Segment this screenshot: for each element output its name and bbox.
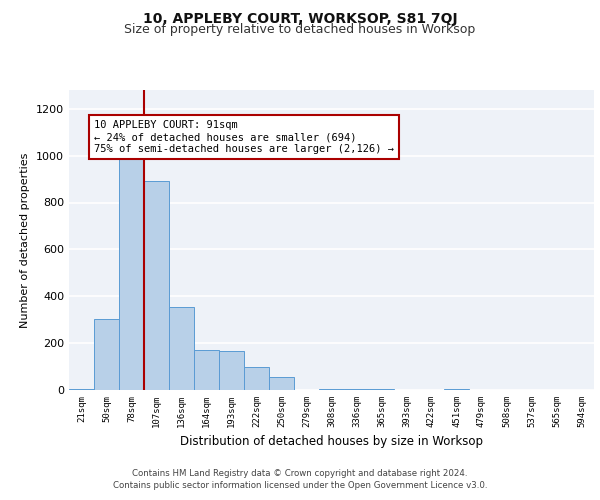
Y-axis label: Number of detached properties: Number of detached properties <box>20 152 31 328</box>
Bar <box>344 389 369 390</box>
Text: 10, APPLEBY COURT, WORKSOP, S81 7QJ: 10, APPLEBY COURT, WORKSOP, S81 7QJ <box>143 12 457 26</box>
Text: Size of property relative to detached houses in Worksop: Size of property relative to detached ho… <box>124 22 476 36</box>
Bar <box>94 318 119 390</box>
Bar <box>269 377 294 390</box>
X-axis label: Distribution of detached houses by size in Worksop: Distribution of detached houses by size … <box>180 436 483 448</box>
Bar <box>169 307 194 390</box>
Bar <box>144 182 169 390</box>
Bar <box>219 352 244 390</box>
Bar <box>244 366 269 390</box>
Bar <box>319 389 344 390</box>
Bar <box>194 350 219 390</box>
Text: Contains HM Land Registry data © Crown copyright and database right 2024.: Contains HM Land Registry data © Crown c… <box>132 470 468 478</box>
Bar <box>119 120 144 390</box>
Bar <box>69 389 94 390</box>
Bar <box>369 389 394 390</box>
Text: 10 APPLEBY COURT: 91sqm
← 24% of detached houses are smaller (694)
75% of semi-d: 10 APPLEBY COURT: 91sqm ← 24% of detache… <box>94 120 394 154</box>
Text: Contains public sector information licensed under the Open Government Licence v3: Contains public sector information licen… <box>113 480 487 490</box>
Bar <box>444 389 469 390</box>
